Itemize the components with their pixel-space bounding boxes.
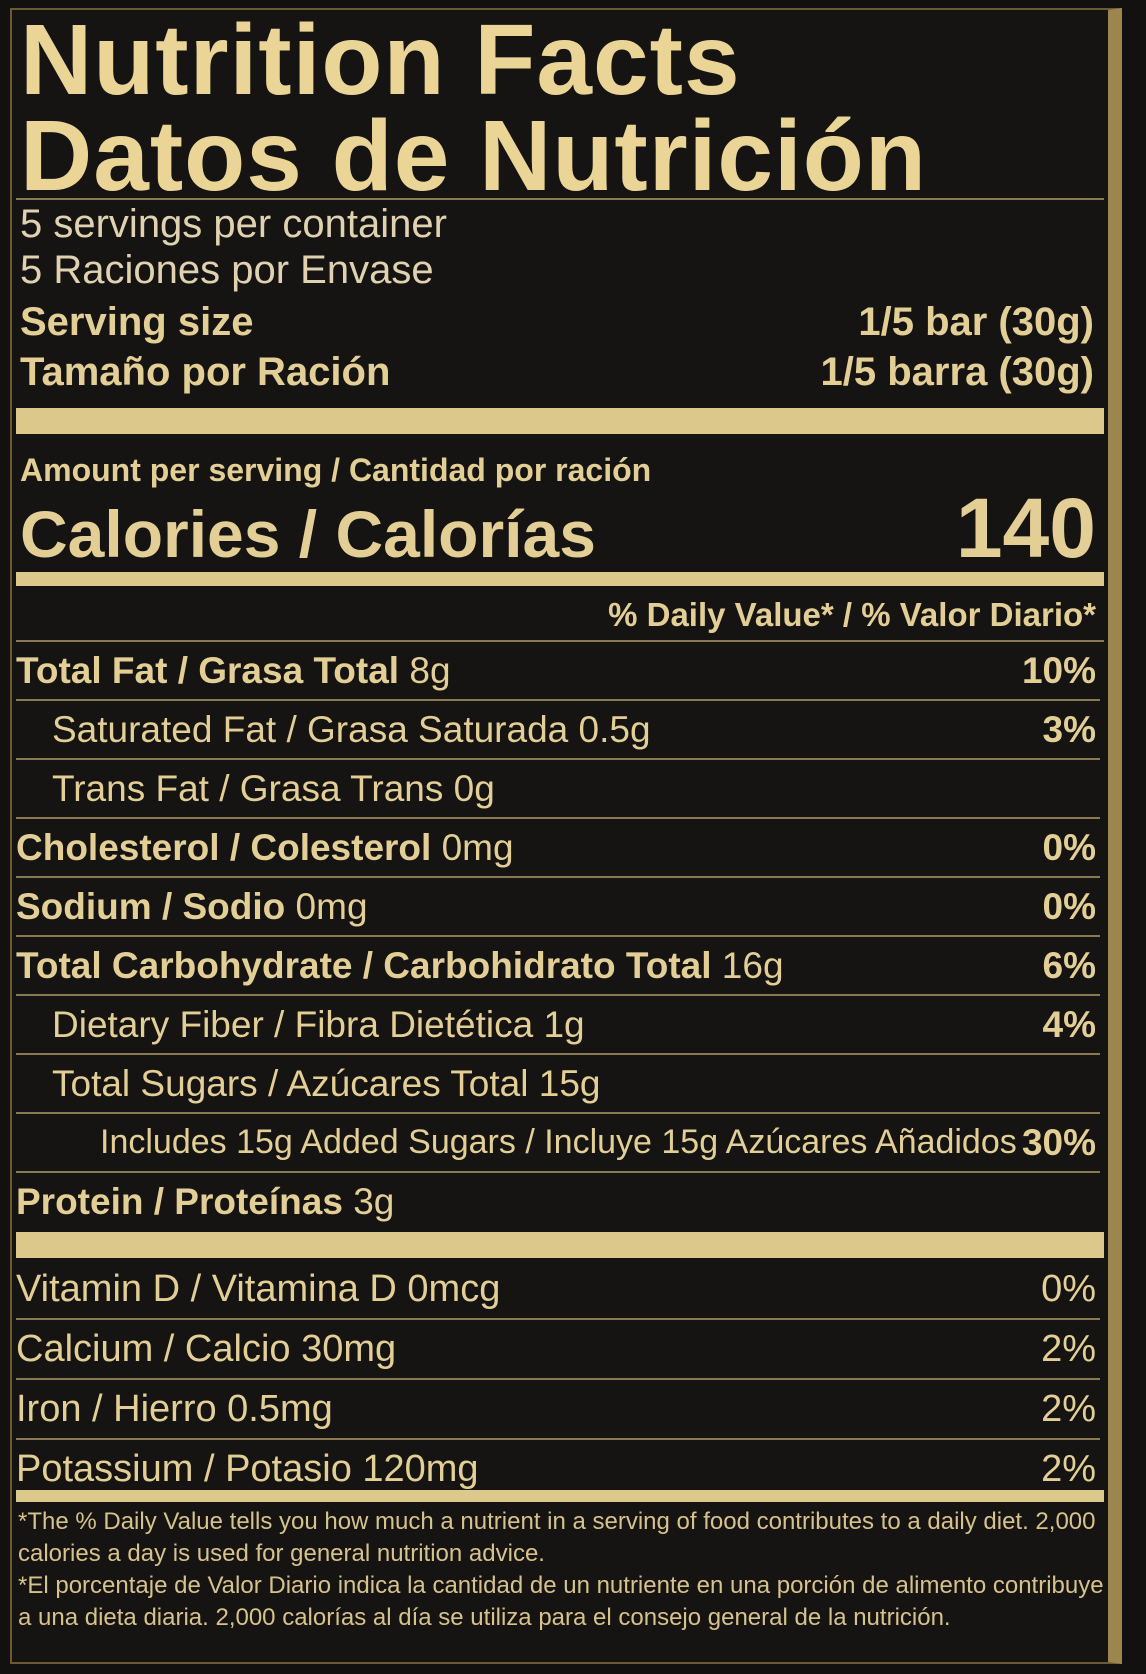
footnote: *The % Daily Value tells you how much a … — [18, 1506, 1108, 1634]
vitamin-row-vitamin-d: Vitamin D / Vitamina D 0mcg 0% — [16, 1260, 1100, 1320]
vitamin-row-iron: Iron / Hierro 0.5mg 2% — [16, 1380, 1100, 1440]
nutrient-amount: 0g — [453, 768, 495, 809]
vitamin-row-potassium: Potassium / Potasio 120mg 2% — [16, 1440, 1100, 1498]
nutrient-amount: 0mg — [295, 886, 368, 927]
serving-size-value-es: 1/5 barra (30g) — [820, 350, 1094, 394]
nutrient-percent: 30% — [1021, 1122, 1096, 1163]
nutrient-row-dietary-fiber: Dietary Fiber / Fibra Dietética 1g 4% — [16, 996, 1100, 1055]
nutrient-amount: 0.5g — [578, 709, 651, 750]
vitamin-percent: 2% — [1041, 1328, 1096, 1370]
serving-size-label-en: Serving size — [20, 300, 254, 344]
serving-size-value-en: 1/5 bar (30g) — [858, 300, 1094, 344]
nutrient-row-protein: Protein / Proteínas 3g — [16, 1173, 1100, 1230]
nutrient-row-total-fat: Total Fat / Grasa Total 8g 10% — [16, 642, 1100, 701]
thick-divider — [16, 408, 1104, 434]
medium-divider — [16, 572, 1104, 586]
nutrient-label: Total Carbohydrate / Carbohidrato Total — [16, 945, 712, 986]
daily-value-header: % Daily Value* / % Valor Diario* — [608, 596, 1096, 633]
vitamin-label: Potassium / Potasio 120mg — [16, 1448, 479, 1490]
nutrient-row-cholesterol: Cholesterol / Colesterol 0mg 0% — [16, 819, 1100, 878]
serving-size-label-es: Tamaño por Ración — [20, 350, 391, 394]
divider — [16, 640, 1104, 642]
vitamin-label: Iron / Hierro 0.5mg — [16, 1388, 333, 1430]
nutrient-label: Dietary Fiber / Fibra Dietética — [52, 1004, 534, 1045]
servings-per-container-en: 5 servings per container — [20, 202, 447, 246]
nutrition-label: Nutrition Facts Datos de Nutrición 5 ser… — [10, 8, 1122, 1664]
nutrient-percent: 3% — [1042, 709, 1096, 750]
nutrient-percent: 4% — [1042, 1004, 1096, 1045]
divider — [16, 198, 1104, 200]
title-spanish: Datos de Nutrición — [20, 100, 927, 212]
vitamin-label: Calcium / Calcio 30mg — [16, 1328, 397, 1370]
calories-value: 140 — [955, 481, 1096, 575]
nutrient-label: Saturated Fat / Grasa Saturada — [52, 709, 569, 750]
nutrient-label: Total Fat / Grasa Total — [16, 650, 400, 691]
nutrient-percent: 0% — [1042, 886, 1096, 927]
nutrient-amount: 15g — [538, 1063, 601, 1104]
vitamin-percent: 0% — [1041, 1268, 1096, 1310]
amount-per-serving: Amount per serving / Cantidad por ración — [20, 452, 652, 488]
vitamin-percent: 2% — [1041, 1448, 1096, 1490]
nutrient-label: Protein / Proteínas — [16, 1181, 343, 1222]
nutrient-label: Cholesterol / Colesterol — [16, 827, 432, 868]
nutrient-row-trans-fat: Trans Fat / Grasa Trans 0g — [16, 760, 1100, 819]
vitamin-row-calcium: Calcium / Calcio 30mg 2% — [16, 1320, 1100, 1380]
thick-divider — [16, 1232, 1104, 1258]
nutrient-percent: 6% — [1042, 945, 1096, 986]
nutrient-row-added-sugars: Includes 15g Added Sugars / Incluye 15g … — [16, 1114, 1100, 1173]
nutrient-row-saturated-fat: Saturated Fat / Grasa Saturada 0.5g 3% — [16, 701, 1100, 760]
nutrient-label: Total Sugars / Azúcares Total — [52, 1063, 529, 1104]
nutrient-percent: 0% — [1042, 827, 1096, 868]
footnote-spanish: *El porcentaje de Valor Diario indica la… — [18, 1572, 1104, 1631]
servings-per-container-es: 5 Raciones por Envase — [20, 248, 434, 292]
nutrient-row-sodium: Sodium / Sodio 0mg 0% — [16, 878, 1100, 937]
nutrient-row-total-carbohydrate: Total Carbohydrate / Carbohidrato Total … — [16, 937, 1100, 996]
nutrient-label: Includes 15g Added Sugars / Incluye 15g … — [100, 1123, 1017, 1161]
calories-label: Calories / Calorías — [20, 497, 596, 571]
vitamin-percent: 2% — [1041, 1388, 1096, 1430]
nutrient-row-total-sugars: Total Sugars / Azúcares Total 15g — [16, 1055, 1100, 1114]
nutrient-label: Trans Fat / Grasa Trans — [52, 768, 444, 809]
nutrient-amount: 16g — [721, 945, 784, 986]
vitamin-label: Vitamin D / Vitamina D 0mcg — [16, 1268, 501, 1310]
nutrient-label: Sodium / Sodio — [16, 886, 286, 927]
nutrient-amount: 1g — [543, 1004, 585, 1045]
nutrient-amount: 8g — [409, 650, 451, 691]
title-english: Nutrition Facts — [20, 4, 741, 116]
medium-divider — [16, 1490, 1104, 1502]
footnote-english: *The % Daily Value tells you how much a … — [18, 1508, 1096, 1567]
nutrient-amount: 0mg — [441, 827, 514, 868]
nutrient-percent: 10% — [1021, 650, 1096, 691]
nutrient-amount: 3g — [353, 1181, 395, 1222]
